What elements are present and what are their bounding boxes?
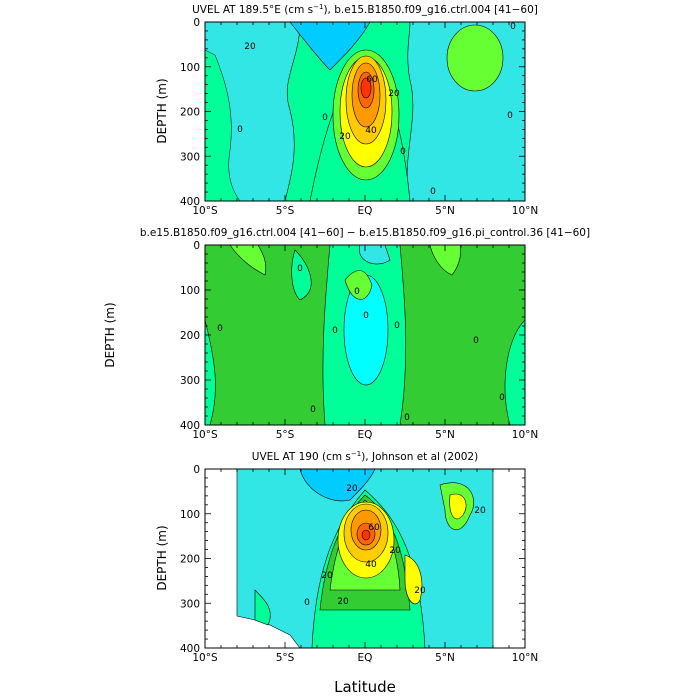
panel-3-contour-label: 60 — [368, 523, 380, 533]
y-tick-label: 200 — [180, 107, 200, 119]
panel-2-axes: 10°S 5°S EQ 5°N 10°N 0 100 200 300 400 — [180, 240, 538, 441]
panel-2: b.e15.B1850.f09_g16.ctrl.004 [41−60] − b… — [103, 227, 590, 441]
panel-2-contour-label: 0 — [404, 413, 410, 423]
panel-3-contour-label: 20 — [474, 506, 486, 516]
y-tick-label: 0 — [193, 464, 200, 476]
panel-1-title: UVEL AT 189.5°E (cm s−1), b.e15.B1850.f0… — [192, 3, 538, 16]
x-tick-label: 5°N — [435, 652, 455, 664]
panel-3-region-south-core — [404, 554, 423, 605]
panel-2-contour-label: 0 — [217, 324, 223, 334]
panel-1-contour-label: 0 — [510, 22, 516, 32]
x-tick-label: 5°N — [435, 429, 455, 441]
panel-3-contour-label: 20 — [337, 597, 349, 607]
x-tick-label: EQ — [358, 652, 373, 664]
panel-2-contour-label: 0 — [310, 405, 316, 415]
y-tick-label: 0 — [193, 240, 200, 252]
x-tick-label: EQ — [358, 429, 373, 441]
panel-1-contour-label: 40 — [365, 126, 377, 136]
x-tick-label: 10°S — [192, 652, 218, 664]
panel-3-contour-label: 20 — [346, 484, 358, 494]
x-tick-label: 10°S — [192, 429, 218, 441]
panel-2-contour-label: 0 — [363, 311, 369, 321]
panel-2-contour-label: 0 — [499, 393, 505, 403]
panel-1-contour-label: 0 — [507, 111, 513, 121]
x-tick-label: 10°N — [512, 652, 538, 664]
panel-2-contour-label: 0 — [354, 287, 360, 297]
x-tick-label: 5°S — [276, 205, 295, 217]
panel-3-contours — [205, 469, 525, 648]
panel-2-ylabel: DEPTH (m) — [103, 302, 117, 367]
x-tick-label: EQ — [358, 205, 373, 217]
panel-2-contour-label: 0 — [473, 336, 479, 346]
panel-1-contours — [205, 22, 525, 201]
panel-1-contour-label: 0 — [430, 187, 436, 197]
y-tick-label: 400 — [180, 643, 200, 655]
panel-3: UVEL AT 190 (cm s−1), Johnson et al (200… — [155, 450, 538, 664]
panel-1-contour-label: 0 — [322, 113, 328, 123]
panel-3-region-surface-westward — [299, 469, 376, 502]
panel-1-region-surface-westward — [289, 22, 371, 71]
panel-2-region-east-surface — [429, 245, 462, 276]
panel-1-contour-label: 60 — [366, 75, 378, 85]
panel-1-contour-label: 20 — [244, 42, 256, 52]
y-tick-label: 300 — [180, 598, 200, 610]
panel-2-contour-label: 0 — [297, 264, 303, 274]
panel-3-title: UVEL AT 190 (cm s−1), Johnson et al (200… — [252, 450, 478, 463]
panel-2-contour-label: 0 — [394, 321, 400, 331]
panel-1-contour-label: 20 — [339, 132, 351, 142]
panel-1-ylabel: DEPTH (m) — [155, 78, 169, 143]
panel-1-euc-max — [360, 77, 372, 99]
panel-2-title: b.e15.B1850.f09_g16.ctrl.004 [41−60] − b… — [140, 227, 590, 239]
y-tick-label: 100 — [180, 285, 200, 297]
y-tick-label: 100 — [180, 62, 200, 74]
panel-2-contour-label: 0 — [332, 326, 338, 336]
panel-1-region-east-positive — [446, 24, 504, 92]
panel-3-contour-label: 20 — [414, 586, 426, 596]
panel-3-contour-label: 20 — [321, 571, 333, 581]
panel-1-contour-label: 20 — [388, 89, 400, 99]
panel-2-region-west-surface — [229, 245, 267, 276]
y-tick-label: 0 — [193, 17, 200, 29]
y-tick-label: 300 — [180, 375, 200, 387]
y-tick-label: 300 — [180, 151, 200, 163]
panel-1-region-west-green — [205, 49, 241, 201]
panel-3-euc-max — [361, 529, 371, 541]
x-tick-label: 10°S — [192, 205, 218, 217]
x-tick-label: 5°S — [276, 652, 295, 664]
panel-2-region-surface-patch — [358, 245, 391, 265]
panel-1-contour-label: 0 — [237, 125, 243, 135]
panel-3-region-west-patch — [254, 589, 271, 626]
panel-3-contour-label: 20 — [389, 546, 401, 556]
y-tick-label: 400 — [180, 196, 200, 208]
panel-2-contours — [205, 245, 525, 425]
x-tick-label: 10°N — [512, 205, 538, 217]
x-axis-label: Latitude — [334, 678, 396, 696]
panel-1-contour-label: 0 — [400, 147, 406, 157]
panel-3-contour-label: 40 — [365, 560, 377, 570]
y-tick-label: 200 — [180, 330, 200, 342]
panel-3-region-east-core — [449, 493, 467, 520]
x-tick-label: 5°N — [435, 205, 455, 217]
panel-2-region-positive-patch — [344, 270, 373, 300]
x-tick-label: 5°S — [276, 429, 295, 441]
y-tick-label: 100 — [180, 509, 200, 521]
x-tick-label: 10°N — [512, 429, 538, 441]
panel-1: UVEL AT 189.5°E (cm s−1), b.e15.B1850.f0… — [155, 3, 538, 217]
panel-3-contour-label: 0 — [304, 598, 310, 608]
panel-3-ylabel: DEPTH (m) — [155, 525, 169, 590]
panel-2-region-west-patch — [291, 249, 312, 301]
y-tick-label: 400 — [180, 420, 200, 432]
y-tick-label: 200 — [180, 554, 200, 566]
